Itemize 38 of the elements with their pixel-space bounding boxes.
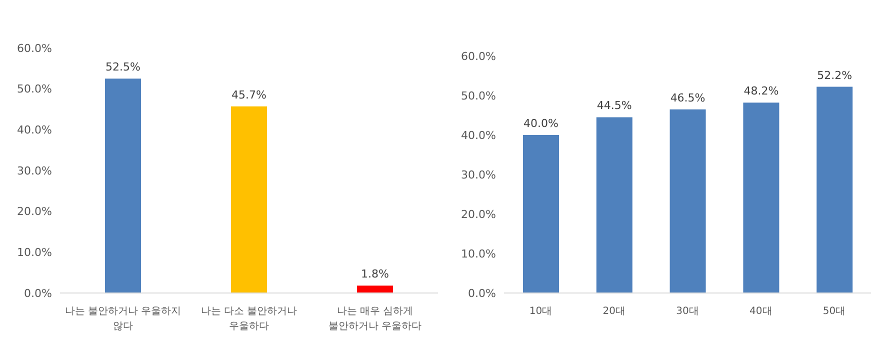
y-tick-label: 30.0% (17, 164, 52, 178)
y-tick-label: 0.0% (24, 286, 52, 300)
data-label: 46.5% (670, 91, 706, 104)
y-tick-label: 50.0% (461, 89, 496, 102)
y-tick-label: 40.0% (461, 128, 496, 142)
bar (743, 102, 780, 293)
x-tick-label: 20대 (602, 306, 626, 317)
y-tick-label: 0.0% (468, 286, 496, 300)
bar (670, 109, 706, 293)
y-tick-label: 30.0% (461, 168, 496, 182)
x-tick-label: 나는 불안하거나 우울하지 않다 (64, 306, 182, 332)
x-tick-label: 나는 매우 심하게 불안하거나 우울하다 (328, 306, 422, 332)
y-tick-label: 20.0% (461, 208, 496, 221)
bar (231, 106, 267, 293)
bar (357, 286, 393, 293)
data-label: 52.5% (106, 60, 140, 74)
x-tick-label: 50대 (822, 306, 846, 317)
x-tick-label: 40대 (750, 306, 772, 317)
x-tick-label: 10대 (529, 306, 552, 317)
data-label: 52.2% (817, 68, 852, 82)
bar (596, 117, 632, 293)
y-tick-label: 10.0% (461, 247, 496, 260)
data-label: 44.5% (596, 99, 632, 112)
y-tick-label: 20.0% (17, 205, 52, 218)
x-tick-label: 30대 (676, 306, 699, 317)
data-label: 1.8% (361, 268, 389, 281)
y-tick-label: 60.0% (461, 50, 496, 63)
data-label: 40.0% (524, 117, 558, 130)
bar (105, 78, 141, 293)
y-tick-label: 50.0% (17, 82, 52, 96)
y-tick-label: 40.0% (17, 124, 52, 137)
data-label: 48.2% (744, 84, 779, 98)
bar (523, 135, 559, 293)
bar (816, 86, 853, 293)
x-tick-label: 나는 다소 불안하거나 우울하다 (200, 306, 298, 332)
data-label: 45.7% (232, 88, 266, 102)
y-tick-label: 10.0% (17, 246, 52, 260)
y-tick-label: 60.0% (17, 42, 52, 55)
